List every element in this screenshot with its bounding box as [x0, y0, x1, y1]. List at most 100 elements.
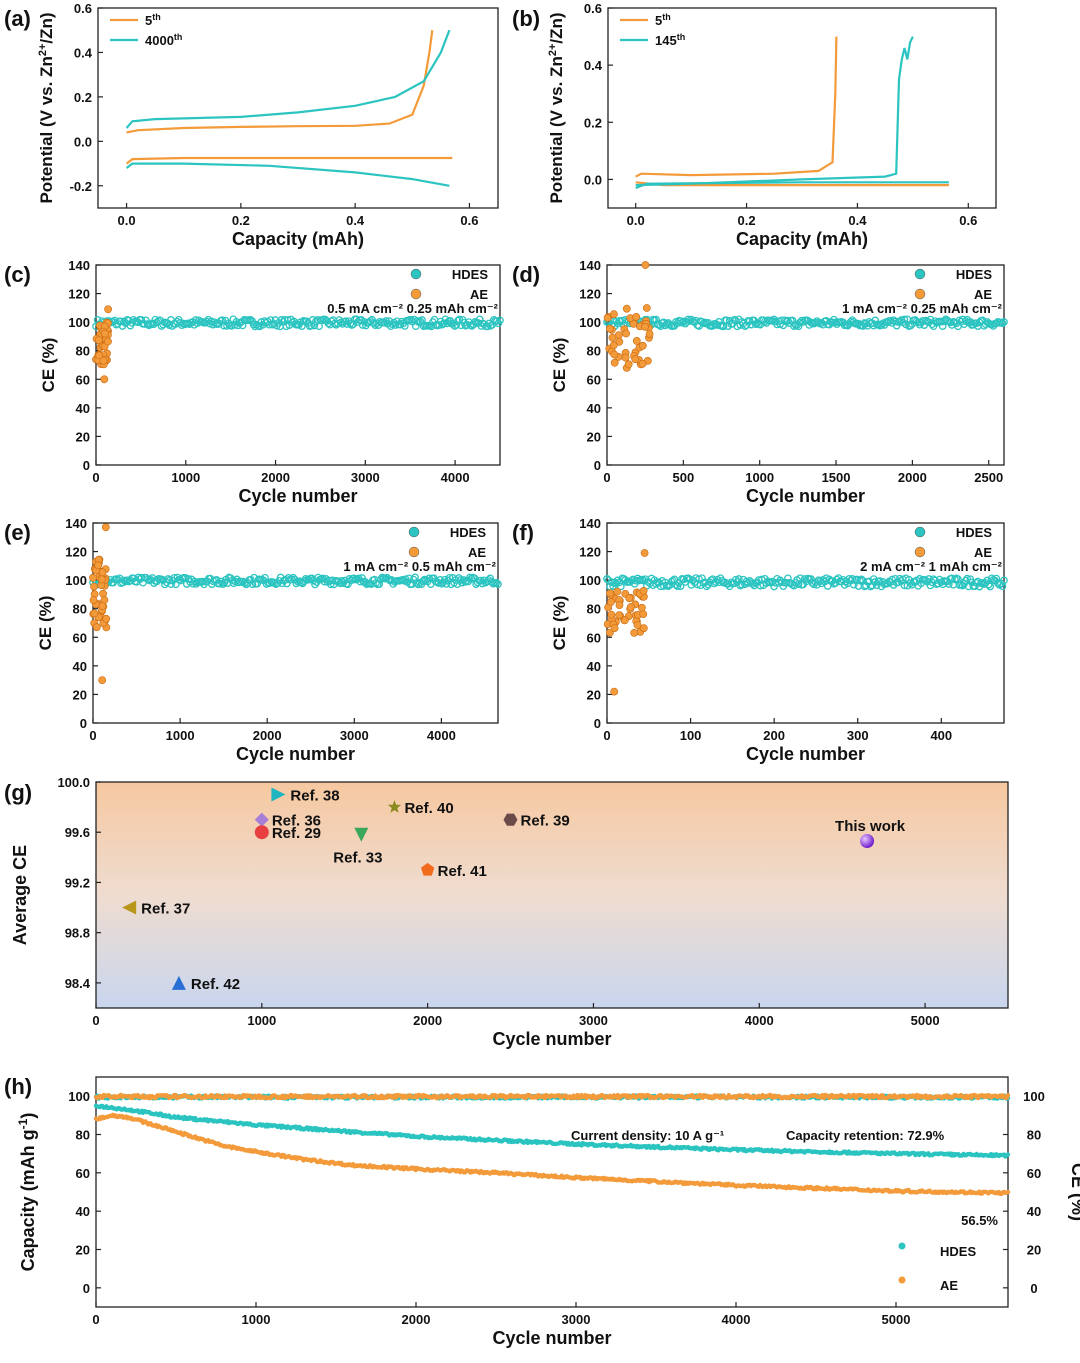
y-axis-title-sup: -1 [16, 1118, 30, 1129]
y-axis-title: Average CE [10, 845, 30, 945]
ae-point [90, 609, 99, 618]
y-axis-title-sup: 2+ [547, 44, 559, 57]
hdes-point [987, 320, 996, 329]
ae-point [625, 594, 634, 603]
y-tick-label: 0 [83, 458, 90, 473]
legend-label: AE [940, 1278, 958, 1293]
panel-a: 0.0 0.2 0.4 0.6 -0.2 0.0 0.2 0.4 0.6 (a) Capacity … [4, 1, 499, 249]
ae-point [620, 616, 629, 625]
ae-point [621, 353, 630, 362]
y-tick-label: 120 [579, 545, 601, 560]
plot-frame [95, 781, 1009, 1009]
hdes-point [459, 576, 468, 584]
panel-f: 0 100 200 300 400 0 20 40 60 80 100 120 140 (f) Cycle … [512, 516, 1008, 764]
y-tick-label: 99.6 [65, 825, 90, 840]
ae-point [95, 351, 104, 360]
y-tick-label: 0 [83, 1281, 90, 1296]
x-tick-label: 0 [92, 470, 99, 485]
y-tick-label: 140 [65, 516, 87, 531]
y-tick-label: 0.2 [74, 90, 92, 105]
y-tick-label: 60 [73, 630, 87, 645]
condition-label: 2 mA cm⁻² 1 mAh cm⁻² [860, 559, 1003, 574]
plot-frame [92, 522, 499, 724]
hdes-point [492, 578, 501, 587]
y-tick-label: 60 [76, 372, 90, 387]
x-tick-label: 5000 [911, 1013, 940, 1028]
hdes-point [984, 580, 993, 589]
plot-frame [607, 7, 997, 209]
point-label: Ref. 40 [404, 800, 453, 817]
ae-point [90, 582, 98, 591]
hdes-point [944, 580, 953, 588]
point-label: Ref. 33 [333, 850, 382, 867]
hdes-point [808, 579, 817, 587]
ae-point [104, 337, 112, 346]
hdes-point [440, 575, 449, 584]
ae-point [622, 329, 630, 338]
hdes-point [745, 317, 754, 325]
y-tick-label: 98.4 [65, 976, 91, 991]
hdes-point [375, 580, 384, 588]
hdes-point [167, 580, 176, 589]
point-label: Ref. 36 [272, 813, 321, 830]
ae-point [631, 355, 640, 364]
ae-point [615, 611, 624, 620]
y-tick-label: 120 [579, 287, 601, 302]
legend-marker [914, 546, 926, 558]
x-axis-title: Capacity (mAh) [736, 229, 868, 249]
x-tick-label: 3000 [351, 470, 380, 485]
y-tick-label: 0.4 [74, 45, 93, 60]
ae-point [89, 596, 98, 605]
hdes-point [384, 575, 393, 584]
y-axis-title-end: /Zn) [547, 12, 566, 43]
panel-b: 0.0 0.2 0.4 0.6 0.0 0.2 0.4 0.6 (b) Capacity (mAh… [512, 1, 997, 249]
x-tick-label: 4000 [745, 1013, 774, 1028]
hdes-point [466, 573, 474, 582]
marker-ref-39 [503, 813, 518, 826]
y2-tick-label: 20 [1027, 1243, 1041, 1258]
hdes-point [900, 315, 909, 324]
panel-d: 0 500 1000 1500 2000 2500 0 20 40 60 80 100 120 140 (d… [512, 258, 1008, 506]
y-tick-label: 40 [73, 659, 87, 674]
ae-point [610, 310, 618, 319]
ae-point [92, 623, 101, 632]
x-axis-title: Cycle number [492, 1328, 611, 1348]
marker-ref-33 [354, 827, 369, 842]
legend-marker [410, 268, 422, 280]
hdes-point [1000, 318, 1008, 326]
ae-point [640, 549, 649, 557]
hdes-point [121, 577, 130, 586]
x-tick-label: 3000 [579, 1013, 608, 1028]
ae-point [606, 628, 614, 637]
ae-point [613, 587, 622, 596]
x-tick-label: 1000 [166, 728, 195, 743]
ae-point [632, 336, 641, 345]
ae-point [638, 359, 647, 368]
panel-h: 0 1000 2000 3000 4000 5000020406080100(h)Cycl… [4, 1074, 1080, 1348]
series-HDES-points [89, 573, 502, 589]
point-label: This work [835, 818, 906, 835]
panel-label: (a) [4, 6, 31, 31]
x-tick-label: 0.0 [627, 213, 645, 228]
x-axis-title: Cycle number [236, 744, 355, 764]
hdes-point [289, 573, 298, 582]
x-tick-label: 2000 [898, 470, 927, 485]
legend-label: HDES [450, 525, 486, 540]
y-tick-label: 99.2 [65, 875, 90, 890]
panel-label: (h) [4, 1074, 32, 1099]
x-tick-label: 400 [930, 728, 952, 743]
hdes-point [998, 319, 1007, 328]
ae-point [639, 587, 648, 595]
y-tick-label: 80 [76, 1128, 90, 1143]
x-tick-label: 1000 [171, 470, 200, 485]
x-tick-label: 0 [89, 728, 96, 743]
legend-label-main: 5 [145, 13, 152, 28]
ae-point [630, 629, 639, 637]
x-tick-label: 2000 [402, 1312, 431, 1327]
x-tick-label: 0 [92, 1312, 99, 1327]
panel-label: (b) [512, 6, 540, 31]
y-tick-label: 98.8 [65, 926, 90, 941]
marker-ref-40 [387, 800, 402, 813]
series-4000-discharge-line [125, 162, 450, 187]
hdes-point [770, 582, 778, 591]
